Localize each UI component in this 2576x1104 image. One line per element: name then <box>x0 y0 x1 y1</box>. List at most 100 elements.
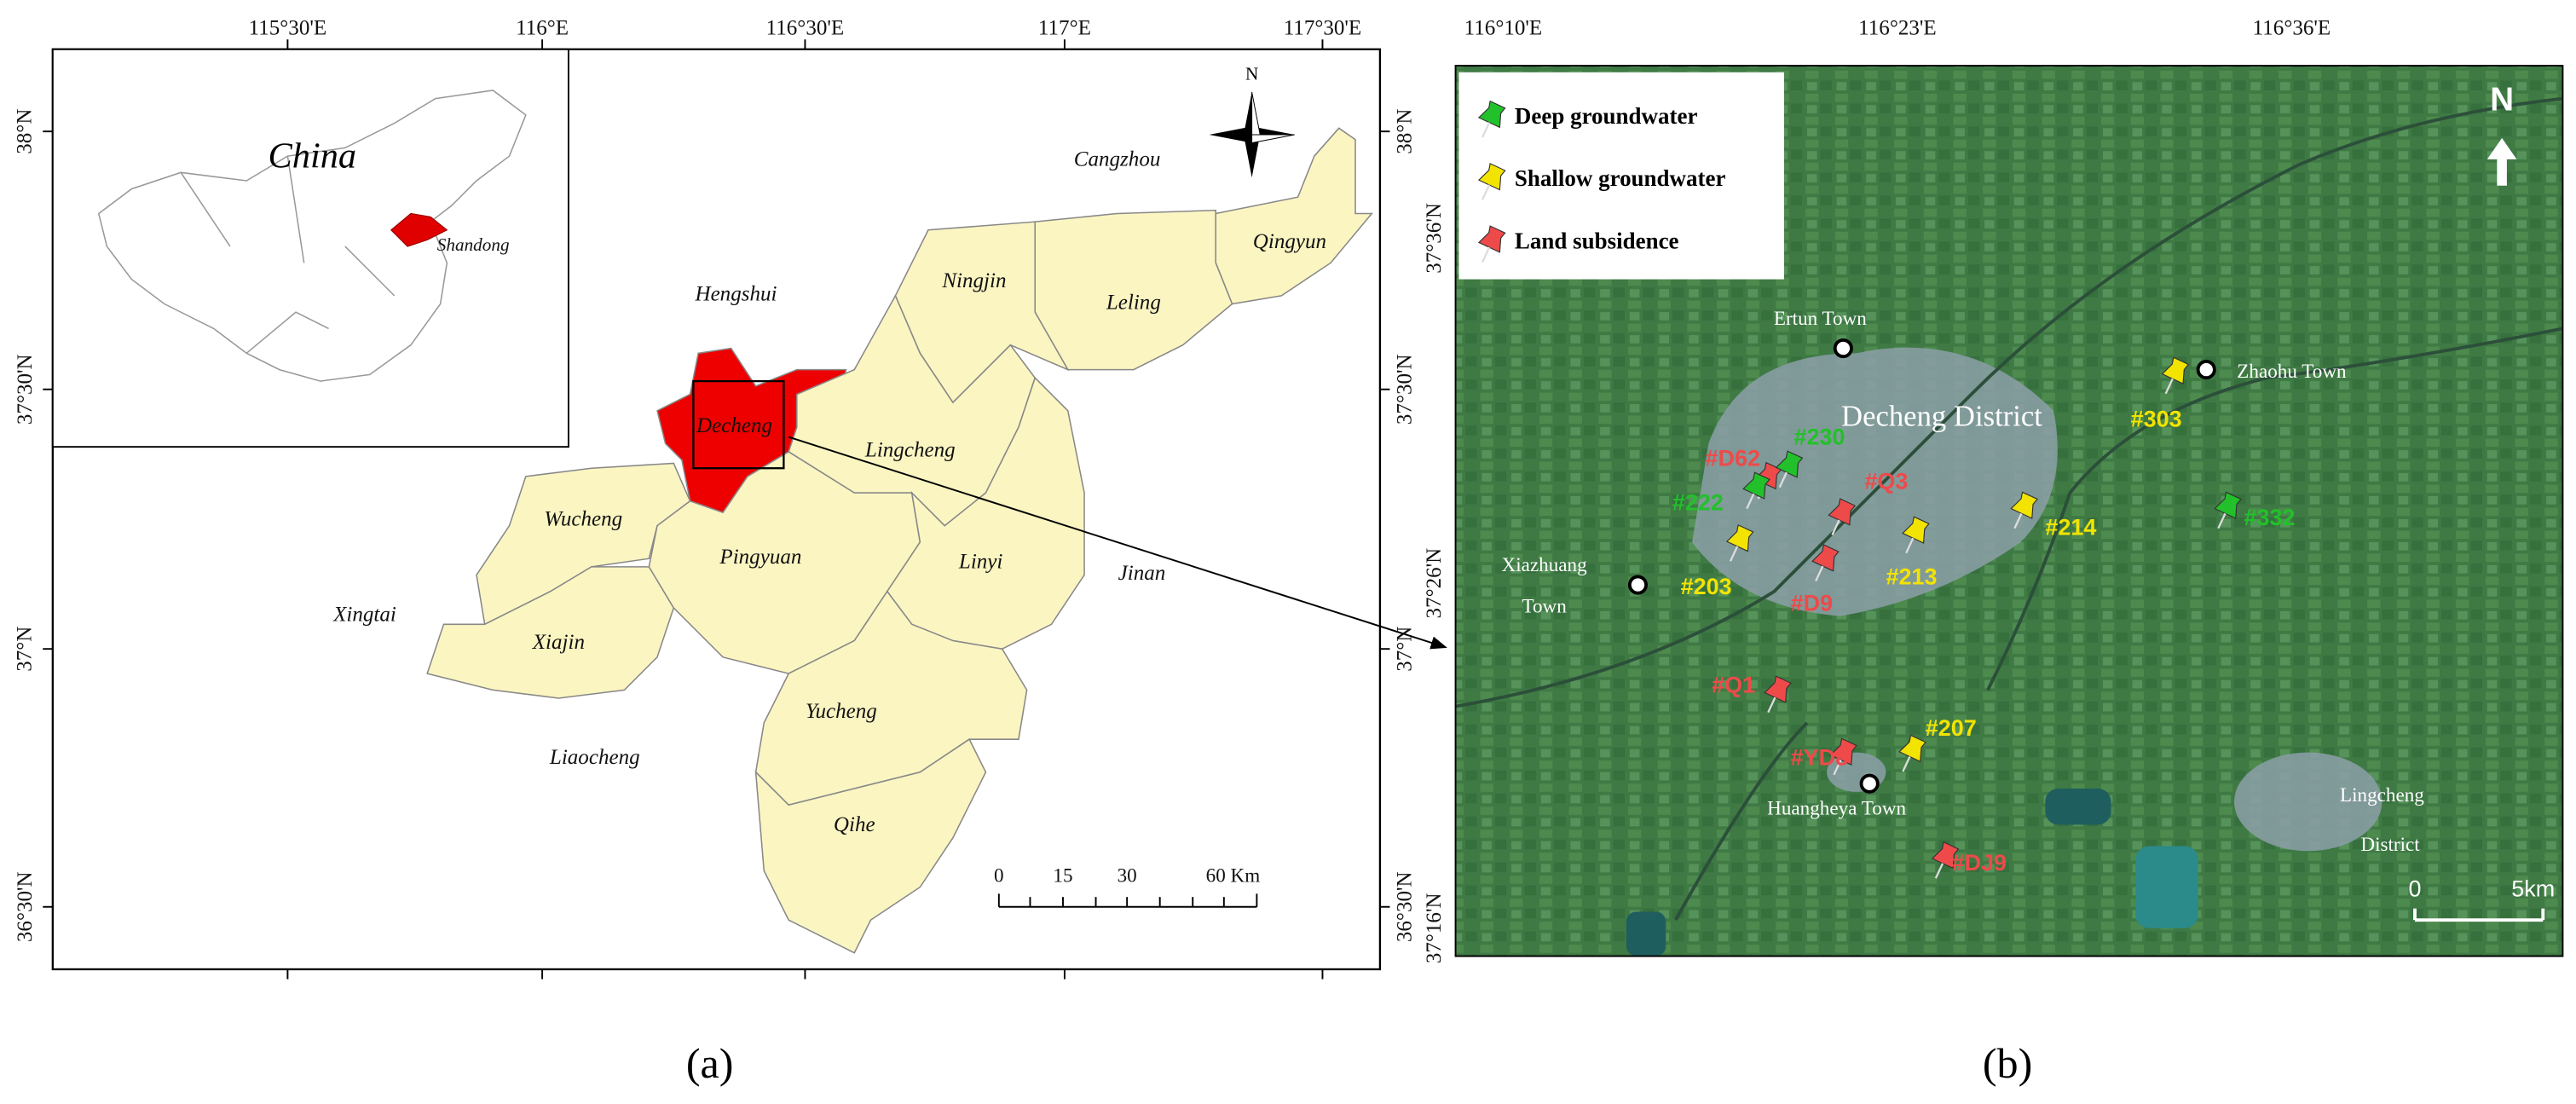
scale-label: 30 <box>1118 864 1137 887</box>
pin-needle <box>1831 519 1840 535</box>
pin-head <box>1775 450 1804 478</box>
region-label: Yucheng <box>806 700 877 723</box>
region-label: Ningjin <box>941 269 1006 292</box>
town-label: Ertun Town <box>1774 308 1867 330</box>
region-label: Qingyun <box>1253 230 1326 253</box>
neighbor-label: Xingtai <box>332 603 396 626</box>
lat-label: 37°16'N <box>1423 893 1446 963</box>
pin-head <box>1829 737 1857 766</box>
pin-needle <box>1767 697 1776 714</box>
pin <box>2010 491 2038 529</box>
pin-needle <box>1905 537 1915 554</box>
lon-label: 116°23'E <box>1858 16 1937 39</box>
pin-head <box>2214 491 2242 519</box>
legend-label: Shallow groundwater <box>1515 165 1726 191</box>
lon-label: 116°10'E <box>1464 16 1543 39</box>
pin <box>1477 163 1506 200</box>
town-label: Huangheya Town <box>1767 797 1906 819</box>
locator-arrow <box>788 436 1447 650</box>
pin <box>1898 734 1926 772</box>
well-label: #DJ9 <box>1952 850 2007 876</box>
pin-head <box>1742 471 1770 500</box>
pin-needle <box>1746 493 1755 510</box>
well-label: #Q3 <box>1864 469 1908 494</box>
well-label: #230 <box>1794 425 1845 450</box>
scale-label: 5km <box>2511 876 2555 902</box>
scale-label: 60 Km <box>1206 864 1261 887</box>
lat-label: 37°30'N <box>14 354 37 425</box>
pin <box>1477 225 1506 263</box>
lat-label: 36°30'N <box>14 871 37 942</box>
district-label: Decheng District <box>1841 399 2042 432</box>
well-label: #213 <box>1886 564 1937 589</box>
reservoir <box>2135 846 2198 928</box>
lat-label: 38°N <box>14 109 37 154</box>
legend: Deep groundwater Shallow groundwater Land … <box>1477 100 1726 263</box>
scale-label: 0 <box>2408 876 2421 902</box>
lon-label: 116°30'E <box>766 16 845 39</box>
pin-head <box>1898 734 1926 763</box>
well-label: #207 <box>1926 715 1977 741</box>
pin <box>2161 356 2190 395</box>
neighbor-label: Liaocheng <box>549 746 640 769</box>
pin <box>1477 100 1506 138</box>
neighbor-label: Jinan <box>1118 562 1166 585</box>
lat-label: 37°26'N <box>1423 548 1446 619</box>
well-label: #303 <box>2131 406 2182 431</box>
well-label: #D62 <box>1705 446 1759 471</box>
legend-label: Land subsidence <box>1515 228 1679 253</box>
well-label: #D9 <box>1791 590 1833 616</box>
well-label: #332 <box>2244 505 2296 530</box>
pin-needle <box>2013 512 2023 529</box>
region-shape <box>476 462 691 626</box>
region-shape <box>426 566 675 699</box>
pin-needle <box>1481 184 1491 200</box>
pin-needle <box>1902 756 1911 772</box>
region-shape <box>754 738 987 954</box>
pin <box>1829 737 1857 776</box>
pin-needle <box>1481 246 1491 263</box>
pin-head <box>1477 163 1506 191</box>
town-label: District <box>2360 834 2420 856</box>
compass: N <box>1209 64 1295 178</box>
urban-areas <box>1692 347 2383 852</box>
lon-label: 117°30'E <box>1284 16 1362 39</box>
pin-head <box>1477 100 1506 129</box>
scale-bar <box>997 893 1258 908</box>
lat-label: 37°30'N <box>1394 354 1417 425</box>
caption: (a) <box>686 1039 734 1087</box>
town-marker <box>1833 338 1853 359</box>
pin <box>1828 498 1857 535</box>
scale-label: 0 <box>994 864 1004 887</box>
regions <box>426 127 1373 954</box>
lat-label: 38°N <box>1394 109 1417 154</box>
legend-box <box>1458 72 1784 280</box>
pin-needle <box>1934 863 1944 879</box>
caption: (b) <box>1983 1039 2032 1087</box>
wells: #D62 #230 #222 #Q3 #214 #332 #303 #203 #213 #D9 #Q… <box>1672 356 2296 879</box>
pin-head <box>1764 675 1792 703</box>
lat-label: 37°36'N <box>1423 203 1446 274</box>
pin <box>1742 471 1770 510</box>
region-label: Wucheng <box>544 508 622 531</box>
compass-label: N <box>1245 64 1258 84</box>
pin <box>1811 544 1840 581</box>
well-label: #203 <box>1681 574 1732 599</box>
lon-label: 117°E <box>1038 16 1091 39</box>
well-label: #214 <box>2045 515 2096 540</box>
locator-box <box>692 379 785 470</box>
neighbor-label: Hengshui <box>694 283 777 306</box>
neighbor-label: Cangzhou <box>1074 148 1161 171</box>
pin <box>2214 491 2242 529</box>
town-label: Town <box>1522 595 1567 617</box>
town-label: Xiazhuang <box>1502 554 1588 576</box>
pin <box>1931 841 1960 879</box>
lon-label: 115°30'E <box>249 16 327 39</box>
north-label: N <box>2490 82 2514 118</box>
pin-head <box>1477 225 1506 253</box>
region-label: Xiajin <box>532 631 585 654</box>
china-outline <box>97 90 527 382</box>
lon-label: 116°E <box>516 16 569 39</box>
